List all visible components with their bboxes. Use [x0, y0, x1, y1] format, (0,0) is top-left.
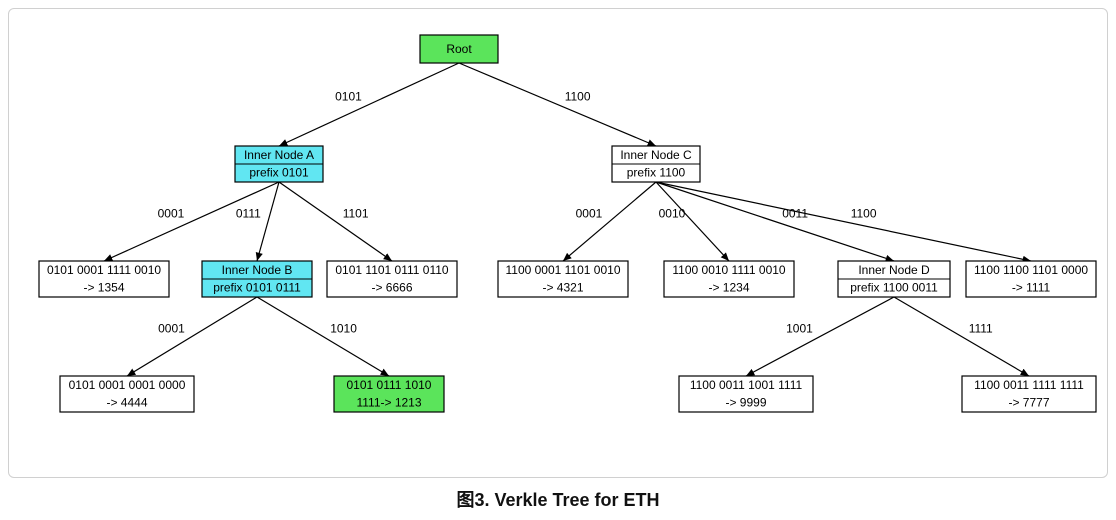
- verkle-tree-diagram: 0101110000010111110100010010001111000001…: [9, 9, 1109, 479]
- svg-text:0101 1101 0111 0110: 0101 1101 0111 0110: [335, 263, 449, 277]
- svg-text:-> 9999: -> 9999: [725, 396, 766, 410]
- diagram-frame: 0101110000010111110100010010001111000001…: [8, 8, 1108, 478]
- svg-text:-> 4444: -> 4444: [106, 396, 147, 410]
- edge-label: 0101: [335, 90, 362, 104]
- svg-text:Inner Node D: Inner Node D: [858, 263, 930, 277]
- svg-text:-> 1111: -> 1111: [1012, 281, 1051, 295]
- svg-text:prefix 0101: prefix 0101: [249, 166, 309, 180]
- svg-text:Inner Node A: Inner Node A: [244, 148, 314, 162]
- edge-label: 1101: [343, 207, 369, 221]
- node-innerA: Inner Node A prefix 0101: [235, 146, 323, 182]
- node-leafA1: 0101 0001 1111 0010 -> 1354: [39, 261, 169, 297]
- node-leafC1: 1100 0001 1101 0010 -> 4321: [498, 261, 628, 297]
- edge-label: 1100: [851, 207, 877, 221]
- svg-text:-> 7777: -> 7777: [1008, 396, 1049, 410]
- edge-label: 0001: [158, 207, 185, 221]
- svg-text:Inner Node C: Inner Node C: [620, 148, 692, 162]
- node-innerC: Inner Node C prefix 1100: [612, 146, 700, 182]
- node-leafB1: 0101 0001 0001 0000 -> 4444: [60, 376, 194, 412]
- edge-label: 1111: [969, 322, 993, 336]
- svg-text:prefix 1100 0011: prefix 1100 0011: [850, 281, 938, 295]
- svg-text:0101 0111 1010: 0101 0111 1010: [347, 378, 432, 392]
- svg-text:1100 0011 1111 1111: 1100 0011 1111 1111: [974, 378, 1084, 392]
- node-innerD: Inner Node D prefix 1100 0011: [838, 261, 950, 297]
- svg-text:0101 0001 1111 0010: 0101 0001 1111 0010: [47, 263, 161, 277]
- edge-label: 1010: [330, 322, 357, 336]
- svg-text:prefix 1100: prefix 1100: [627, 166, 686, 180]
- edge-label: 0111: [236, 207, 261, 221]
- node-leafD2: 1100 0011 1111 1111 -> 7777: [962, 376, 1096, 412]
- edge-label: 0001: [158, 322, 185, 336]
- node-innerB: Inner Node B prefix 0101 0111: [202, 261, 312, 297]
- svg-text:1100 0001 1101 0010: 1100 0001 1101 0010: [505, 263, 620, 277]
- node-root: Root: [420, 35, 498, 63]
- svg-text:prefix 0101 0111: prefix 0101 0111: [213, 281, 301, 295]
- node-leafC2: 1100 0010 1111 0010 -> 1234: [664, 261, 794, 297]
- figure-caption: 图3. Verkle Tree for ETH: [8, 486, 1108, 512]
- node-leafD1: 1100 0011 1001 1111 -> 9999: [679, 376, 813, 412]
- svg-text:1100 0011 1001 1111: 1100 0011 1001 1111: [690, 378, 803, 392]
- svg-text:Root: Root: [446, 42, 472, 56]
- edge-label: 1001: [786, 322, 813, 336]
- node-leafB2: 0101 0111 1010 1111-> 1213: [334, 376, 444, 412]
- node-leafC4: 1100 1100 1101 0000 -> 1111: [966, 261, 1096, 297]
- node-leafA3: 0101 1101 0111 0110 -> 6666: [327, 261, 457, 297]
- svg-text:1111-> 1213: 1111-> 1213: [356, 396, 421, 410]
- svg-text:-> 1234: -> 1234: [708, 281, 749, 295]
- svg-text:-> 6666: -> 6666: [371, 281, 412, 295]
- svg-text:Inner Node B: Inner Node B: [222, 263, 293, 277]
- svg-text:-> 4321: -> 4321: [542, 281, 583, 295]
- svg-text:0101 0001 0001 0000: 0101 0001 0001 0000: [69, 378, 186, 392]
- svg-text:-> 1354: -> 1354: [83, 281, 124, 295]
- edge-label: 0001: [576, 207, 603, 221]
- svg-text:1100 0010 1111 0010: 1100 0010 1111 0010: [672, 263, 786, 277]
- edge-label: 1100: [565, 90, 591, 104]
- edge-label: 0010: [659, 207, 686, 221]
- svg-text:1100 1100 1101 0000: 1100 1100 1101 0000: [974, 263, 1088, 277]
